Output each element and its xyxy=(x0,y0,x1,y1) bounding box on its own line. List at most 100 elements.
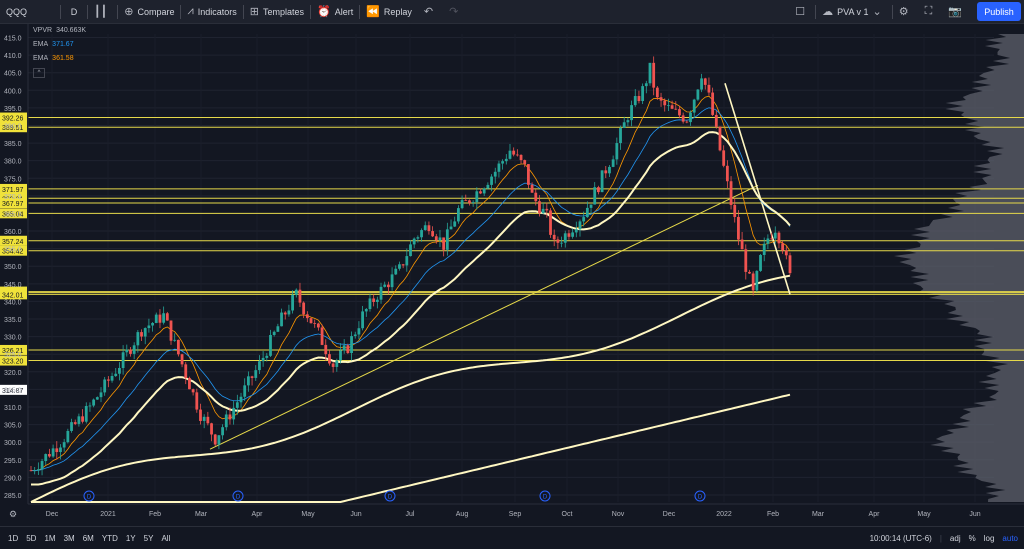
range-button-5y[interactable]: 5Y xyxy=(143,533,154,543)
templates-icon: ⊞ xyxy=(249,6,259,18)
candle-body xyxy=(342,345,346,351)
adj-toggle[interactable]: adj xyxy=(949,533,961,543)
candle-body xyxy=(202,416,206,421)
range-button-1m[interactable]: 1M xyxy=(44,533,56,543)
candle-body xyxy=(136,332,140,346)
indicators-button[interactable]: ⩘ Indicators xyxy=(187,5,237,17)
candle-body xyxy=(733,204,737,217)
candle-body xyxy=(103,379,107,393)
moving-averages xyxy=(30,95,791,503)
candle-body xyxy=(199,409,202,421)
undo-button[interactable]: ↶ xyxy=(418,0,443,24)
candle-body xyxy=(759,254,762,271)
candle-body xyxy=(567,233,571,237)
templates-button[interactable]: ⊞ Templates xyxy=(249,6,304,18)
candle-body xyxy=(685,121,689,123)
price-tick-label: 335.0 xyxy=(4,317,22,324)
candle-body xyxy=(195,392,199,410)
candle-body xyxy=(280,312,283,327)
candle-body xyxy=(386,284,390,288)
chart-area[interactable]: 392.26389.51371.97369.31367.97365.04357.… xyxy=(0,24,1024,521)
candle-body xyxy=(431,231,435,237)
range-button-3m[interactable]: 3M xyxy=(63,533,75,543)
candle-body xyxy=(523,160,527,165)
candle-body xyxy=(29,470,33,472)
candle-body xyxy=(243,385,247,397)
level-label: 392.26 xyxy=(2,116,24,123)
interval-button[interactable]: D xyxy=(61,0,87,24)
fullscreen-button[interactable]: ⛶ xyxy=(919,0,943,24)
dividend-marker xyxy=(232,490,244,502)
time-tick-label: Feb xyxy=(767,511,779,518)
price-tick-label: 380.0 xyxy=(4,159,22,166)
candle-body xyxy=(114,373,118,377)
compare-button[interactable]: ⊕ Compare xyxy=(124,6,175,18)
candle-body xyxy=(637,96,641,102)
redo-icon: ↷ xyxy=(449,6,459,18)
candle-body xyxy=(471,202,475,203)
candle-body xyxy=(755,270,759,291)
price-tick-label: 365.0 xyxy=(4,211,22,218)
alert-button[interactable]: ⏰ Alert xyxy=(316,6,354,18)
chart-type-button[interactable]: ┃┃ xyxy=(88,0,117,24)
candle-body xyxy=(36,469,40,471)
candle-body xyxy=(184,364,188,378)
candle-body xyxy=(556,239,560,243)
candle-body xyxy=(541,208,545,214)
candle-body xyxy=(291,294,294,311)
range-button-6m[interactable]: 6M xyxy=(82,533,94,543)
candle-body xyxy=(409,244,412,257)
fullscreen-icon: ⛶ xyxy=(924,5,933,17)
candle-body xyxy=(663,100,667,106)
price-tick-label: 395.0 xyxy=(4,106,22,113)
log-toggle[interactable]: log xyxy=(983,533,995,543)
candle-body xyxy=(390,274,394,288)
candle-body xyxy=(497,163,501,172)
candle-body xyxy=(269,334,272,356)
percent-toggle[interactable]: % xyxy=(968,533,976,543)
candle-body xyxy=(585,207,589,218)
candle-body xyxy=(703,78,707,85)
candle-body xyxy=(468,200,471,203)
candle-body xyxy=(246,376,250,386)
publish-button[interactable]: Publish xyxy=(977,2,1021,21)
range-button-all[interactable]: All xyxy=(161,533,171,543)
price-tick-label: 320.0 xyxy=(4,370,22,377)
price-chart[interactable]: 392.26389.51371.97369.31367.97365.04357.… xyxy=(0,24,1024,521)
collapse-legend-button[interactable]: ^ xyxy=(33,68,45,78)
candle-body xyxy=(121,352,125,368)
settings-button[interactable]: ⚙ xyxy=(893,0,919,24)
layout-button[interactable]: ☐ xyxy=(789,0,815,24)
candle-body xyxy=(714,114,718,127)
replay-button[interactable]: ⏪ Replay xyxy=(366,6,412,18)
candle-body xyxy=(33,470,37,472)
price-tick-label: 340.0 xyxy=(4,299,22,306)
candle-body xyxy=(165,313,169,321)
range-button-1d[interactable]: 1D xyxy=(8,533,19,543)
candle-body xyxy=(545,208,549,211)
candle-body xyxy=(62,442,66,448)
candle-body xyxy=(51,448,55,457)
range-button-5d[interactable]: 5D xyxy=(26,533,37,543)
level-label: 314.87 xyxy=(2,388,24,395)
price-tick-label: 285.0 xyxy=(4,493,22,500)
redo-button[interactable]: ↷ xyxy=(443,0,468,24)
price-tick-label: 360.0 xyxy=(4,229,22,236)
price-tick-label: 355.0 xyxy=(4,247,22,254)
layout-name-button[interactable]: ☁ PVA v 1 ⌄ xyxy=(822,6,882,18)
range-button-1y[interactable]: 1Y xyxy=(125,533,136,543)
candle-body xyxy=(44,454,48,462)
dividend-marker-letter: D xyxy=(543,495,548,501)
candle-body xyxy=(762,243,766,255)
range-buttons: 1D 5D 1M 3M 6M YTD 1Y 5Y All xyxy=(4,534,174,543)
price-tick-label: 385.0 xyxy=(4,141,22,148)
symbol-search[interactable]: QQQ xyxy=(0,0,60,24)
snapshot-button[interactable]: 📷 xyxy=(942,0,972,24)
range-button-ytd[interactable]: YTD xyxy=(101,533,118,543)
candle-body xyxy=(95,397,99,400)
candle-body xyxy=(729,181,733,205)
auto-toggle[interactable]: auto xyxy=(1002,533,1018,543)
dividend-marker-letter: D xyxy=(87,495,92,501)
candle-body xyxy=(162,313,166,323)
